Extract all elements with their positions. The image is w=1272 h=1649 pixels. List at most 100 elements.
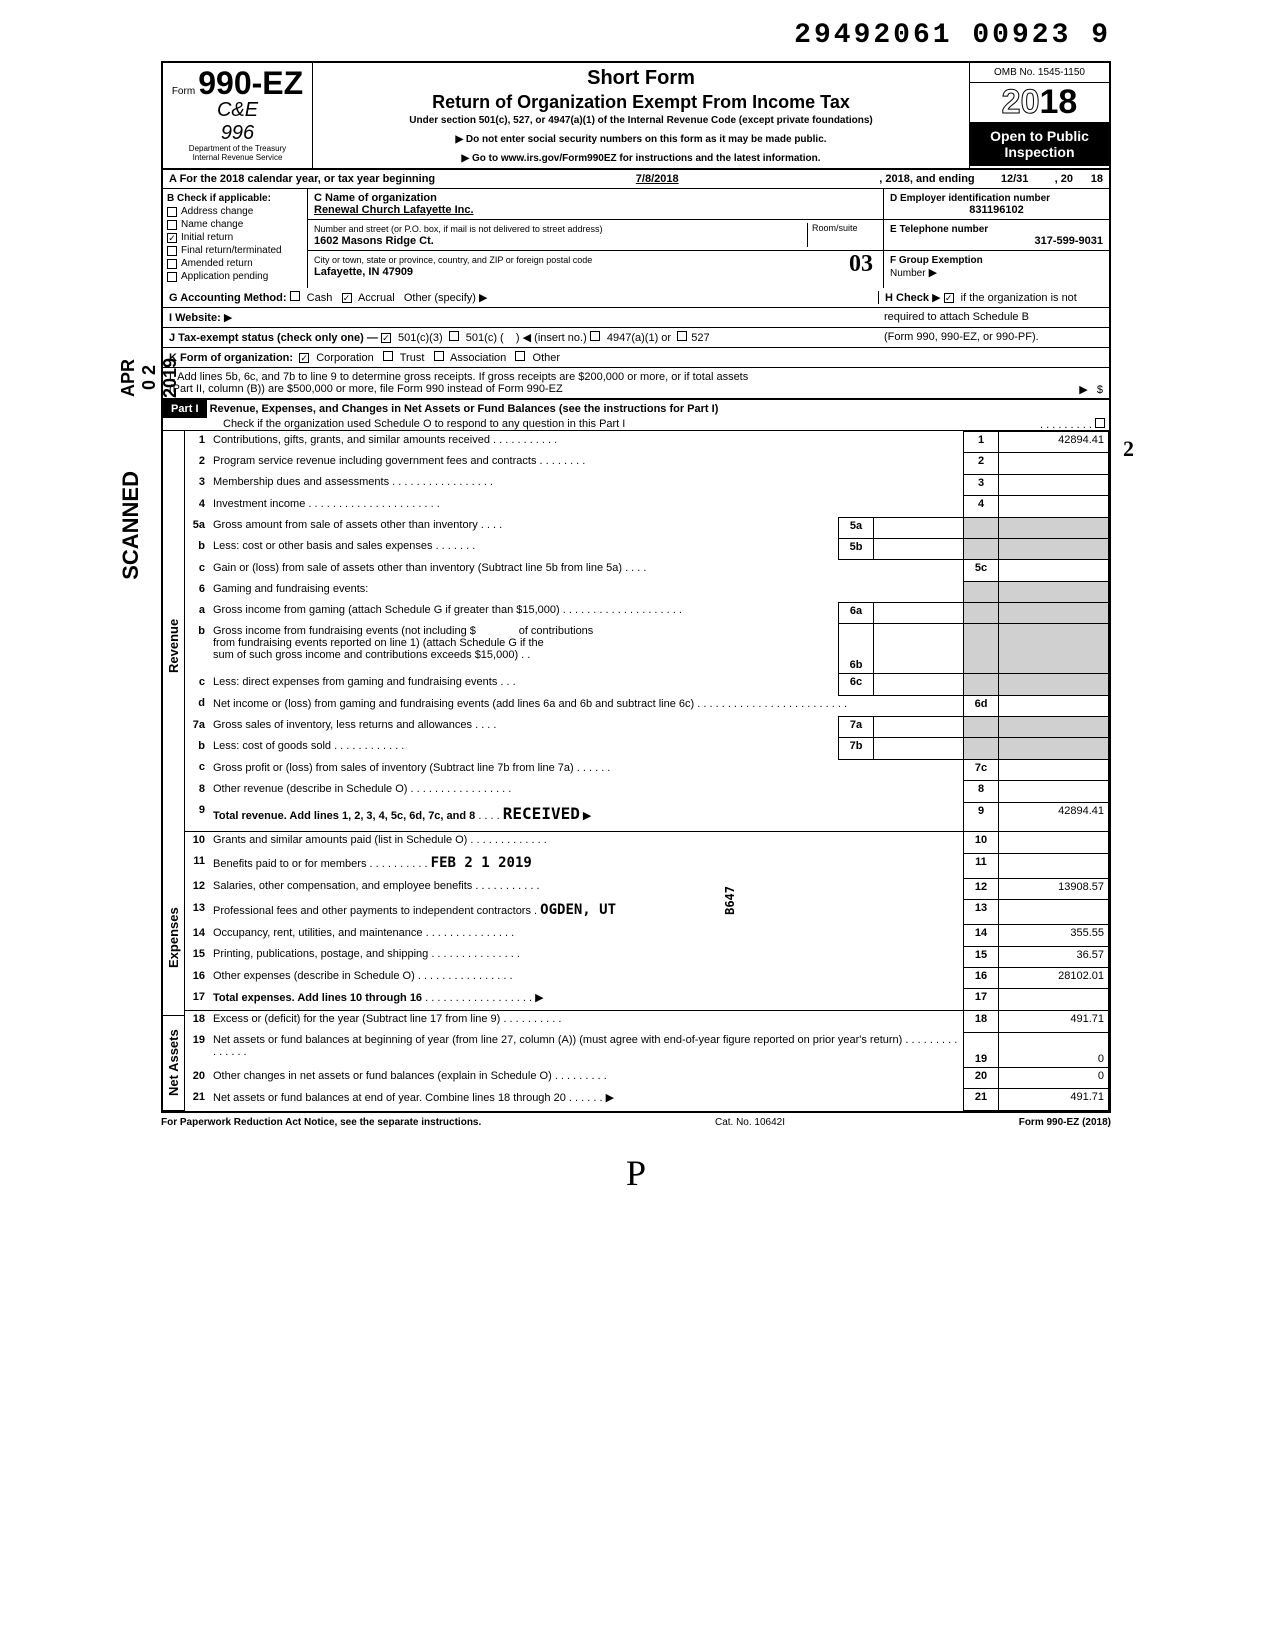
cb-501c[interactable] <box>449 331 459 341</box>
begin-date: 7/8/2018 <box>435 173 879 185</box>
l8-desc: Other revenue (describe in Schedule O) <box>213 783 407 795</box>
k-trust: Trust <box>400 352 425 364</box>
info-grid: B Check if applicable: Address change Na… <box>161 189 1111 288</box>
l17-num: 17 <box>185 989 209 1011</box>
l1-val: 42894.41 <box>999 432 1109 453</box>
initial-return: Initial return <box>181 232 233 243</box>
cb-4947[interactable] <box>590 331 600 341</box>
k-other: Other <box>533 352 561 364</box>
l21-desc: Net assets or fund balances at end of ye… <box>213 1092 566 1104</box>
l19-num: 19 <box>185 1032 209 1067</box>
l6d-val <box>999 695 1109 716</box>
name-change: Name change <box>181 219 243 230</box>
l-dollar: $ <box>1097 384 1103 396</box>
date-stamp-side: APR 0 2 2019 <box>118 358 148 398</box>
cb-accrual[interactable]: ✓ <box>342 293 352 303</box>
cb-assoc[interactable] <box>434 351 444 361</box>
l12-val: 13908.57 <box>999 878 1109 899</box>
cb-name-change[interactable] <box>167 220 177 230</box>
ogden-stamp: OGDEN, UT <box>540 902 616 918</box>
l3-desc: Membership dues and assessments <box>213 476 389 488</box>
l21-num: 21 <box>185 1089 209 1111</box>
l9-desc: Total revenue. Add lines 1, 2, 3, 4, 5c,… <box>213 810 475 822</box>
l3-val <box>999 474 1109 495</box>
cb-527[interactable] <box>677 331 687 341</box>
l5b-num: b <box>185 538 209 559</box>
part1-check: Check if the organization used Schedule … <box>163 418 625 430</box>
l12-num: 12 <box>185 878 209 899</box>
received-stamp: RECEIVED <box>503 804 580 823</box>
l17-val <box>999 989 1109 1011</box>
part1-header: Part I Revenue, Expenses, and Changes in… <box>161 399 1111 431</box>
cb-h[interactable]: ✓ <box>944 293 954 303</box>
accrual: Accrual <box>358 292 395 304</box>
l20-desc: Other changes in net assets or fund bala… <box>213 1070 552 1082</box>
l6d-desc: Net income or (loss) from gaming and fun… <box>213 698 694 710</box>
l7c-val <box>999 759 1109 780</box>
comma20: , 20 <box>1055 173 1073 185</box>
l12-desc: Salaries, other compensation, and employ… <box>213 880 472 892</box>
ce-num: 996 <box>221 122 254 144</box>
cb-cash[interactable] <box>290 291 300 301</box>
cb-501c3[interactable]: ✓ <box>381 333 391 343</box>
addr-change: Address change <box>181 206 253 217</box>
l17-desc: Total expenses. Add lines 10 through 16 <box>213 992 422 1004</box>
l11-num: 11 <box>185 853 209 878</box>
cb-final[interactable] <box>167 246 177 256</box>
l6-desc: Gaming and fundraising events: <box>209 581 964 602</box>
l6-num: 6 <box>185 581 209 602</box>
l6c-num: c <box>185 674 209 695</box>
f-label: F Group Exemption <box>890 255 983 266</box>
l9-box: 9 <box>964 802 999 832</box>
l6a-desc: Gross income from gaming (attach Schedul… <box>213 604 560 616</box>
app-pending: Application pending <box>181 271 268 282</box>
l14-desc: Occupancy, rent, utilities, and maintena… <box>213 927 423 939</box>
l11-val <box>999 853 1109 878</box>
form-number: 990-EZ <box>198 65 303 101</box>
d-label: D Employer identification number <box>890 193 1050 204</box>
e-label: E Telephone number <box>890 224 988 235</box>
h-label1: H Check <box>885 292 929 304</box>
feb-stamp: FEB 2 1 2019 <box>431 855 532 871</box>
b647-stamp: B647 <box>723 886 737 915</box>
l13-val <box>999 900 1109 925</box>
cb-other[interactable] <box>515 351 525 361</box>
return-title: Return of Organization Exempt From Incom… <box>321 92 961 113</box>
l18-val: 491.71 <box>999 1011 1109 1032</box>
cb-initial[interactable]: ✓ <box>167 233 177 243</box>
l7a-desc: Gross sales of inventory, less returns a… <box>213 719 472 731</box>
l15-num: 15 <box>185 946 209 967</box>
l8-num: 8 <box>185 781 209 802</box>
l13-num: 13 <box>185 900 209 925</box>
city: Lafayette, IN 47909 <box>314 266 413 278</box>
j-c: 501(c) ( <box>466 332 504 344</box>
j-insert: (insert no.) <box>534 332 587 344</box>
c-label: C Name of organization <box>314 192 437 204</box>
lines-table: 1 Contributions, gifts, grants, and simi… <box>185 431 1109 1111</box>
g-label: G Accounting Method: <box>169 292 287 304</box>
netassets-label: Net Assets <box>163 1016 185 1111</box>
cb-part1[interactable] <box>1095 418 1105 428</box>
l16-desc: Other expenses (describe in Schedule O) <box>213 970 415 982</box>
cb-corp[interactable]: ✓ <box>299 353 309 363</box>
cb-addr-change[interactable] <box>167 207 177 217</box>
l7c-desc: Gross profit or (loss) from sales of inv… <box>213 762 574 774</box>
row-a-label: A For the 2018 calendar year, or tax yea… <box>169 173 435 185</box>
footer-left: For Paperwork Reduction Act Notice, see … <box>161 1117 481 1128</box>
l1-box: 1 <box>964 432 999 453</box>
l5c-desc: Gain or (loss) from sale of assets other… <box>213 562 622 574</box>
i-label: I Website: <box>169 312 221 324</box>
l2-val <box>999 453 1109 474</box>
city-label: City or town, state or province, country… <box>314 255 592 265</box>
cb-amended[interactable] <box>167 259 177 269</box>
l8-box: 8 <box>964 781 999 802</box>
l1-num: 1 <box>185 432 209 453</box>
l6b-desc3: from fundraising events reported on line… <box>213 637 544 649</box>
j-527: 527 <box>691 332 709 344</box>
l10-desc: Grants and similar amounts paid (list in… <box>213 834 467 846</box>
l17-box: 17 <box>964 989 999 1011</box>
cb-pending[interactable] <box>167 272 177 282</box>
l2-desc: Program service revenue including govern… <box>213 455 536 467</box>
footer-center: Cat. No. 10642I <box>715 1117 785 1128</box>
cb-trust[interactable] <box>383 351 393 361</box>
